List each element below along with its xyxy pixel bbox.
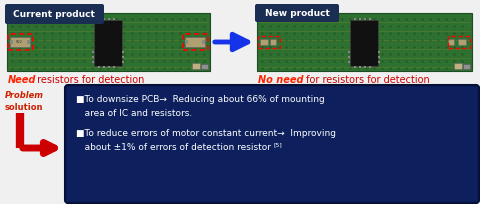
Bar: [454, 63, 462, 69]
Text: [5]: [5]: [274, 143, 283, 147]
Bar: [364, 18, 366, 20]
Text: Problem: Problem: [5, 92, 44, 101]
Text: Need: Need: [8, 75, 36, 85]
Bar: [270, 39, 276, 45]
Bar: [378, 51, 380, 53]
Bar: [378, 56, 380, 58]
Bar: [122, 61, 124, 63]
Text: for resistors for detection: for resistors for detection: [303, 75, 430, 85]
Text: solution: solution: [5, 103, 44, 112]
Text: about ±1% of errors of detection resistor: about ±1% of errors of detection resisto…: [76, 143, 271, 153]
FancyBboxPatch shape: [255, 4, 339, 22]
Bar: [98, 66, 100, 68]
Text: resistors for detection: resistors for detection: [34, 75, 144, 85]
Bar: [108, 66, 110, 68]
Bar: [183, 34, 208, 50]
Bar: [8, 34, 33, 50]
Bar: [108, 18, 110, 20]
Bar: [348, 56, 350, 58]
Bar: [364, 66, 366, 68]
Bar: [257, 13, 472, 71]
Bar: [202, 40, 205, 44]
Bar: [92, 61, 94, 63]
Bar: [369, 66, 371, 68]
Bar: [113, 18, 115, 20]
Bar: [201, 64, 208, 69]
Bar: [260, 39, 268, 45]
Bar: [354, 18, 356, 20]
Text: ■To downsize PCB→  Reducing about 66% of mounting: ■To downsize PCB→ Reducing about 66% of …: [76, 95, 325, 104]
Bar: [369, 18, 371, 20]
Bar: [378, 61, 380, 63]
Bar: [7, 13, 210, 71]
Bar: [448, 36, 470, 48]
Text: R22: R22: [15, 40, 23, 44]
Bar: [192, 63, 200, 69]
Text: area of IC and resistors.: area of IC and resistors.: [76, 110, 192, 119]
Bar: [103, 66, 105, 68]
Bar: [185, 40, 188, 44]
Bar: [348, 61, 350, 63]
Bar: [10, 37, 30, 47]
Bar: [113, 66, 115, 68]
FancyBboxPatch shape: [65, 85, 479, 203]
Bar: [359, 18, 361, 20]
Bar: [98, 18, 100, 20]
Bar: [103, 18, 105, 20]
Bar: [359, 66, 361, 68]
Bar: [258, 36, 280, 48]
Bar: [27, 40, 30, 44]
FancyBboxPatch shape: [5, 4, 104, 24]
Text: New product: New product: [264, 9, 329, 18]
Text: No need: No need: [258, 75, 303, 85]
Bar: [348, 51, 350, 53]
Text: Current product: Current product: [13, 10, 95, 19]
Bar: [122, 51, 124, 53]
Text: ■To reduce errors of motor constant current→  Improving: ■To reduce errors of motor constant curr…: [76, 130, 336, 139]
Bar: [92, 51, 94, 53]
Bar: [92, 56, 94, 58]
Bar: [448, 39, 454, 45]
Bar: [10, 40, 13, 44]
Bar: [185, 37, 205, 47]
Bar: [354, 66, 356, 68]
Bar: [458, 39, 466, 45]
Bar: [463, 64, 470, 69]
Bar: [350, 20, 378, 66]
Bar: [94, 20, 122, 66]
Bar: [122, 56, 124, 58]
